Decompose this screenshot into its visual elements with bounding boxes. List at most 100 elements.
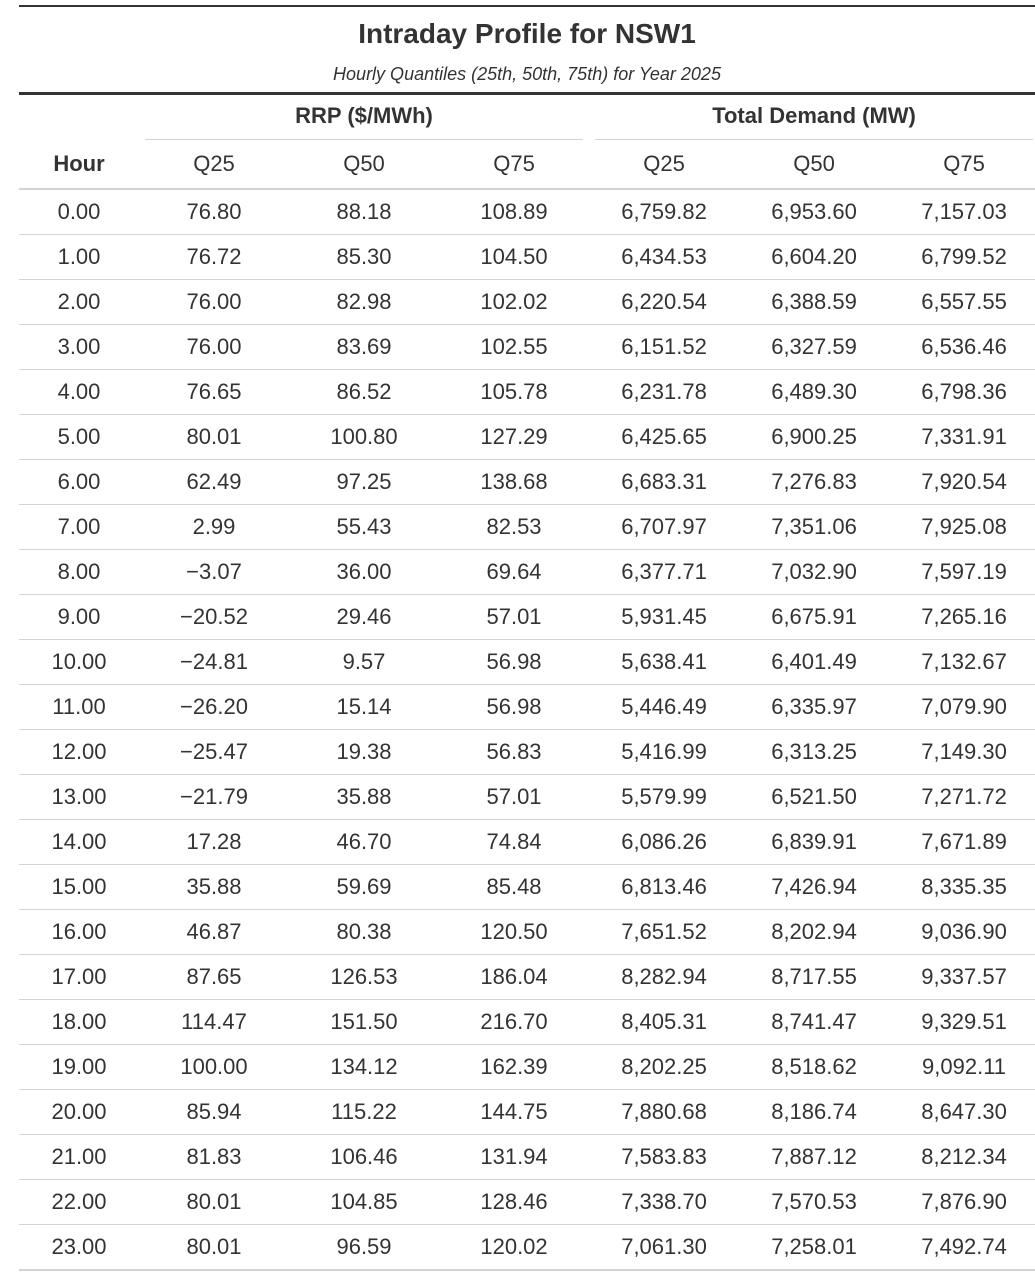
value-cell: 151.50 <box>289 999 439 1045</box>
value-cell: 76.80 <box>139 189 289 235</box>
value-cell: 120.02 <box>439 1224 590 1271</box>
value-cell: 8,405.31 <box>589 999 740 1045</box>
value-cell: 6,401.49 <box>739 639 890 685</box>
hour-cell: 8.00 <box>19 549 139 595</box>
hour-cell: 1.00 <box>19 234 139 280</box>
value-cell: 7,338.70 <box>589 1179 740 1225</box>
hour-cell: 3.00 <box>19 324 139 370</box>
column-header-demand-q75: Q75 <box>889 140 1035 190</box>
value-cell: 85.94 <box>139 1089 289 1135</box>
spanner-rrp-label: RRP ($/MWh) <box>145 95 584 140</box>
value-cell: 46.70 <box>289 819 439 865</box>
value-cell: 7,079.90 <box>889 684 1035 730</box>
hour-cell: 7.00 <box>19 504 139 550</box>
value-cell: 7,032.90 <box>739 549 890 595</box>
value-cell: 29.46 <box>289 594 439 640</box>
table-row: 7.00 2.99 55.43 82.53 6,707.97 7,351.06 7,925.… <box>19 504 1035 550</box>
hour-cell: 23.00 <box>19 1224 139 1271</box>
value-cell: −24.81 <box>139 639 289 685</box>
value-cell: 19.38 <box>289 729 439 775</box>
value-cell: 8,282.94 <box>589 954 740 1000</box>
value-cell: 105.78 <box>439 369 590 415</box>
table-row: 19.00 100.00 134.12 162.39 8,202.25 8,518.62 9… <box>19 1044 1035 1090</box>
table-row: 4.00 76.65 86.52 105.78 6,231.78 6,489.30 6,79… <box>19 369 1035 415</box>
value-cell: 106.46 <box>289 1134 439 1180</box>
value-cell: 8,518.62 <box>739 1044 890 1090</box>
table-row: 13.00 −21.79 35.88 57.01 5,579.99 6,521.50 7,2… <box>19 774 1035 820</box>
value-cell: 8,647.30 <box>889 1089 1035 1135</box>
value-cell: 9,329.51 <box>889 999 1035 1045</box>
value-cell: 7,061.30 <box>589 1224 740 1271</box>
hour-cell: 6.00 <box>19 459 139 505</box>
value-cell: 6,231.78 <box>589 369 740 415</box>
value-cell: 74.84 <box>439 819 590 865</box>
hour-cell: 16.00 <box>19 909 139 955</box>
value-cell: 5,579.99 <box>589 774 740 820</box>
value-cell: 6,839.91 <box>739 819 890 865</box>
value-cell: 7,880.68 <box>589 1089 740 1135</box>
value-cell: 69.64 <box>439 549 590 595</box>
value-cell: 100.00 <box>139 1044 289 1090</box>
value-cell: 5,446.49 <box>589 684 740 730</box>
table-row: 15.00 35.88 59.69 85.48 6,813.46 7,426.94 8,33… <box>19 864 1035 910</box>
table-row: 17.00 87.65 126.53 186.04 8,282.94 8,717.55 9,… <box>19 954 1035 1000</box>
value-cell: 8,202.25 <box>589 1044 740 1090</box>
value-cell: 76.00 <box>139 279 289 325</box>
value-cell: 80.01 <box>139 1179 289 1225</box>
value-cell: 138.68 <box>439 459 590 505</box>
value-cell: 9,337.57 <box>889 954 1035 1000</box>
hour-cell: 9.00 <box>19 594 139 640</box>
value-cell: 134.12 <box>289 1044 439 1090</box>
value-cell: 5,931.45 <box>589 594 740 640</box>
spanner-demand-label: Total Demand (MW) <box>595 95 1034 140</box>
value-cell: 100.80 <box>289 414 439 460</box>
value-cell: 114.47 <box>139 999 289 1045</box>
value-cell: 85.30 <box>289 234 439 280</box>
value-cell: 7,351.06 <box>739 504 890 550</box>
table-row: 12.00 −25.47 19.38 56.83 5,416.99 6,313.25 7,1… <box>19 729 1035 775</box>
spanner-empty <box>19 95 139 140</box>
table-row: 23.00 80.01 96.59 120.02 7,061.30 7,258.01 7,4… <box>19 1224 1035 1271</box>
value-cell: 7,597.19 <box>889 549 1035 595</box>
value-cell: 102.02 <box>439 279 590 325</box>
table-row: 2.00 76.00 82.98 102.02 6,220.54 6,388.59 6,55… <box>19 279 1035 325</box>
value-cell: −20.52 <box>139 594 289 640</box>
value-cell: 9.57 <box>289 639 439 685</box>
column-header-demand-q50: Q50 <box>739 140 890 190</box>
hour-cell: 5.00 <box>19 414 139 460</box>
value-cell: 57.01 <box>439 774 590 820</box>
quantile-table: RRP ($/MWh) Total Demand (MW) Hour Q25 Q… <box>19 95 1035 1271</box>
hour-cell: 22.00 <box>19 1179 139 1225</box>
value-cell: 6,313.25 <box>739 729 890 775</box>
value-cell: 7,271.72 <box>889 774 1035 820</box>
column-header-rrp-q25: Q25 <box>139 140 289 190</box>
hour-cell: 0.00 <box>19 189 139 235</box>
value-cell: 56.83 <box>439 729 590 775</box>
value-cell: 127.29 <box>439 414 590 460</box>
value-cell: 108.89 <box>439 189 590 235</box>
value-cell: 8,335.35 <box>889 864 1035 910</box>
value-cell: 36.00 <box>289 549 439 595</box>
table-subtitle: Hourly Quantiles (25th, 50th, 75th) for … <box>333 64 721 84</box>
hour-cell: 21.00 <box>19 1134 139 1180</box>
value-cell: 6,798.36 <box>889 369 1035 415</box>
value-cell: 76.65 <box>139 369 289 415</box>
value-cell: 6,151.52 <box>589 324 740 370</box>
value-cell: 6,489.30 <box>739 369 890 415</box>
value-cell: 120.50 <box>439 909 590 955</box>
hour-cell: 13.00 <box>19 774 139 820</box>
value-cell: 56.98 <box>439 639 590 685</box>
value-cell: 83.69 <box>289 324 439 370</box>
spanner-row: RRP ($/MWh) Total Demand (MW) <box>19 95 1035 140</box>
value-cell: 7,570.53 <box>739 1179 890 1225</box>
value-cell: 128.46 <box>439 1179 590 1225</box>
value-cell: 6,900.25 <box>739 414 890 460</box>
table-row: 21.00 81.83 106.46 131.94 7,583.83 7,887.12 8,… <box>19 1134 1035 1180</box>
value-cell: 6,521.50 <box>739 774 890 820</box>
value-cell: 2.99 <box>139 504 289 550</box>
value-cell: 104.50 <box>439 234 590 280</box>
value-cell: 6,327.59 <box>739 324 890 370</box>
value-cell: 17.28 <box>139 819 289 865</box>
table-row: 5.00 80.01 100.80 127.29 6,425.65 6,900.25 7,3… <box>19 414 1035 460</box>
hour-cell: 14.00 <box>19 819 139 865</box>
